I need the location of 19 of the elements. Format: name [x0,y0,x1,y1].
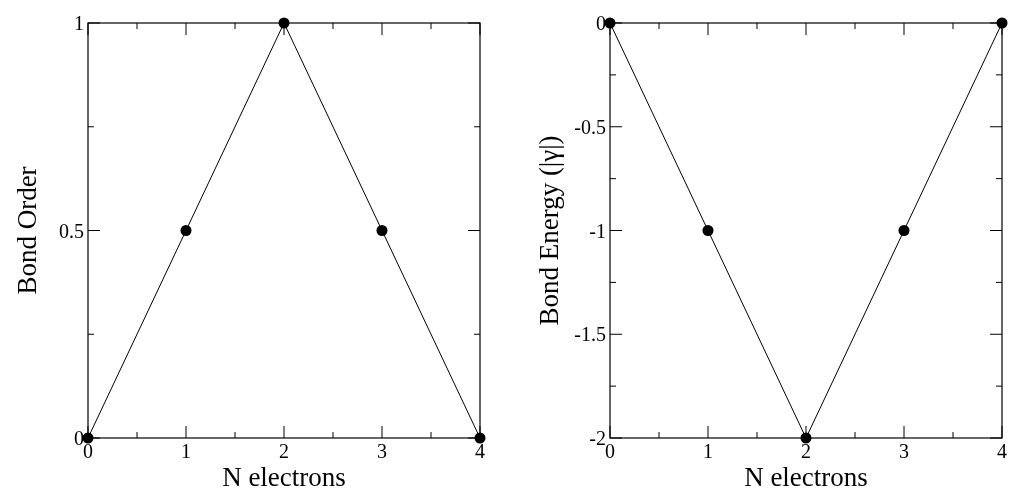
y-tick-label: 0 [596,12,606,34]
y-tick-label: 0.5 [59,219,84,242]
y-tick-label: -1 [589,219,606,242]
x-tick-label: 4 [475,440,485,462]
y-tick-label: -2 [589,427,606,449]
y-axis-title: Bond Order [12,166,42,295]
x-tick-label: 2 [801,440,811,462]
x-tick-label: 1 [181,440,191,462]
x-axis-title: N electrons [744,462,868,492]
y-axis-title: Bond Energy (|γ|) [534,135,564,326]
x-tick-label: 3 [899,440,909,462]
y-tick-label: -0.5 [574,115,606,138]
x-tick-label: 2 [279,440,289,462]
x-tick-label: 4 [997,440,1007,462]
x-tick-label: 1 [703,440,713,462]
x-tick-label: 3 [377,440,387,462]
y-tick-label: -1.5 [574,323,606,346]
x-axis-title: N electrons [222,462,346,492]
y-tick-label: 1 [74,12,84,34]
